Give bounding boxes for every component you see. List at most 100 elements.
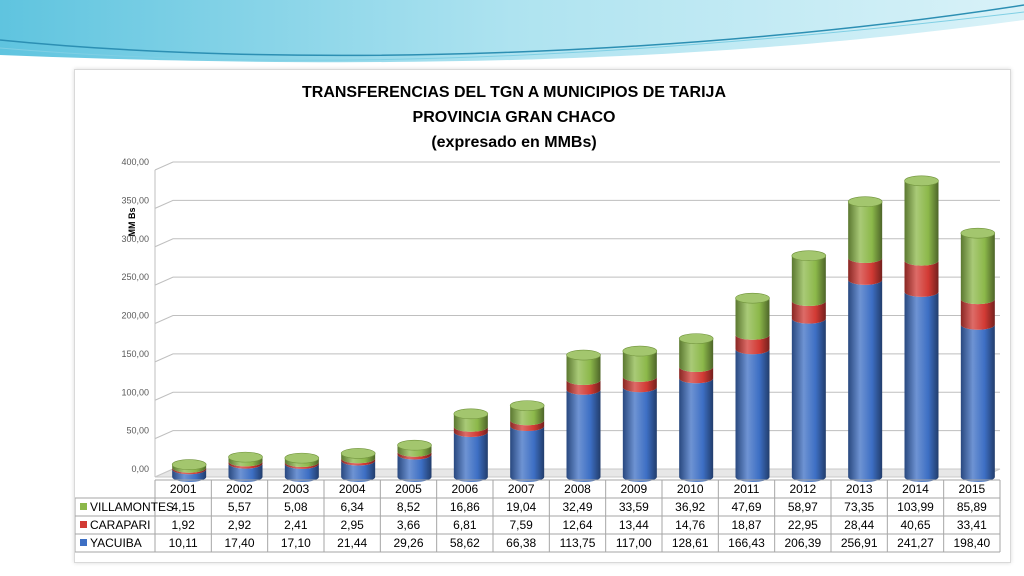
bars (171, 175, 996, 482)
bar-carapari-2012 (791, 300, 826, 324)
data-label-carapari: 2,41 (284, 518, 308, 532)
data-label-villamontes: 85,89 (957, 500, 987, 514)
bar-carapari-2007 (510, 420, 545, 432)
x-tick-label: 2012 (789, 482, 816, 496)
bar-stack-2011 (735, 292, 770, 482)
data-label-villamontes: 5,57 (228, 500, 252, 514)
bar-yacuiba-2011 (735, 349, 770, 482)
data-label-villamontes: 19,04 (506, 500, 536, 514)
bar-yacuiba-2015 (960, 324, 995, 482)
y-tick-label: 150,00 (121, 349, 149, 359)
data-table: 2001 2002 2003 2004 2005 2006 2007 2008 2009 2010… (75, 479, 1001, 553)
bar-stack-2003 (284, 452, 320, 482)
bar-carapari-2006 (453, 426, 488, 438)
bar-top-2007 (509, 400, 545, 411)
bar-top-2014 (904, 175, 939, 187)
bar-stack-2002 (228, 451, 263, 482)
bar-top-2011 (735, 292, 770, 304)
bar-top-2009 (622, 345, 658, 357)
y-axis-ticks: 0,00 50,00 100,00 150,00 200,00 250,00 300,00 3… (121, 157, 149, 474)
chart-title-line-3: (expresado en MMBs) (431, 134, 596, 151)
bar-top-2004 (340, 448, 376, 459)
data-label-yacuiba: 206,39 (784, 536, 821, 550)
bar-yacuiba-2005 (397, 454, 432, 482)
data-label-yacuiba: 256,91 (841, 536, 878, 550)
bar-villamontes-2004 (341, 453, 376, 464)
bar-yacuiba-2007 (510, 426, 545, 482)
bar-top-2015 (960, 227, 996, 239)
data-label-villamontes: 33,59 (619, 500, 649, 514)
x-tick-label: 2006 (451, 482, 478, 496)
bar-top-2001 (171, 459, 207, 470)
y-tick-label: 200,00 (121, 311, 149, 321)
x-tick-label: 2001 (170, 482, 197, 496)
bar-villamontes-2011 (735, 298, 770, 340)
bar-yacuiba-2004 (341, 460, 376, 482)
data-label-yacuiba: 241,27 (897, 536, 934, 550)
data-label-yacuiba: 17,40 (224, 536, 254, 550)
gridline (154, 391, 1000, 401)
data-label-yacuiba: 128,61 (672, 536, 709, 550)
bar-yacuiba-2012 (791, 318, 826, 482)
bar-yacuiba-2003 (284, 463, 319, 482)
bar-top-2008 (566, 349, 601, 361)
y-tick-label: 400,00 (121, 157, 149, 167)
bar-villamontes-2001 (172, 464, 207, 473)
bar-top-2010 (678, 333, 714, 344)
bar-carapari-2009 (622, 376, 657, 393)
legend-swatch-yacuiba (80, 539, 87, 546)
bar-stack-2004 (340, 448, 376, 482)
stacked-bar-chart: TRANSFERENCIAS DEL TGN A MUNICIPIOS DE T… (75, 84, 1001, 553)
legend-label-yacuiba: YACUIBA (90, 536, 142, 550)
gridline (154, 238, 1000, 248)
bar-yacuiba-2014 (904, 291, 939, 482)
bar-carapari-2005 (397, 451, 432, 460)
bar-villamontes-2010 (679, 338, 714, 372)
bar-stack-2015 (960, 227, 996, 482)
bar-villamontes-2002 (228, 457, 263, 467)
bar-carapari-2015 (960, 299, 995, 330)
bar-stack-2008 (566, 349, 601, 482)
legend-label-villamontes: VILLAMONTES (90, 500, 174, 514)
data-label-villamontes: 36,92 (675, 500, 705, 514)
x-tick-label: 2007 (508, 482, 535, 496)
data-label-carapari: 7,59 (509, 518, 533, 532)
bar-carapari-2001 (172, 467, 207, 475)
bar-top-2002 (228, 451, 263, 463)
bar-villamontes-2003 (284, 458, 319, 468)
data-label-carapari: 3,66 (397, 518, 421, 532)
data-label-carapari: 22,95 (788, 518, 818, 532)
data-label-carapari: 6,81 (453, 518, 477, 532)
data-label-yacuiba: 113,75 (560, 536, 596, 550)
data-label-villamontes: 47,69 (731, 500, 761, 514)
bar-carapari-2010 (679, 366, 714, 384)
data-label-yacuiba: 117,00 (616, 536, 652, 550)
bar-villamontes-2008 (566, 355, 601, 385)
data-label-carapari: 33,41 (957, 518, 987, 532)
data-label-villamontes: 32,49 (562, 500, 592, 514)
chart-title-line-2: PROVINCIA GRAN CHACO (413, 109, 616, 126)
gridline (154, 276, 1000, 286)
data-label-carapari: 14,76 (675, 518, 705, 532)
bar-carapari-2003 (284, 462, 319, 469)
data-label-yacuiba: 17,10 (281, 536, 311, 550)
y-tick-label: 50,00 (126, 426, 149, 436)
bar-carapari-2002 (228, 461, 263, 469)
data-label-villamontes: 73,35 (844, 500, 874, 514)
data-label-yacuiba: 29,26 (393, 536, 423, 550)
data-label-carapari: 2,95 (340, 518, 364, 532)
decorative-banner (0, 0, 1024, 80)
data-label-yacuiba: 21,44 (337, 536, 367, 550)
x-tick-label: 2003 (282, 482, 309, 496)
data-label-villamontes: 8,52 (397, 500, 421, 514)
bar-villamontes-2007 (510, 405, 545, 426)
x-tick-label: 2004 (339, 482, 366, 496)
legend-label-carapari: CARAPARI (90, 518, 150, 532)
data-label-carapari: 18,87 (731, 518, 761, 532)
chart-title-line-1: TRANSFERENCIAS DEL TGN A MUNICIPIOS DE T… (302, 84, 726, 101)
bar-yacuiba-2009 (622, 387, 657, 482)
y-tick-label: 250,00 (121, 272, 149, 282)
gridline (154, 161, 1000, 171)
bar-carapari-2014 (904, 260, 939, 297)
bar-stack-2014 (904, 175, 939, 482)
